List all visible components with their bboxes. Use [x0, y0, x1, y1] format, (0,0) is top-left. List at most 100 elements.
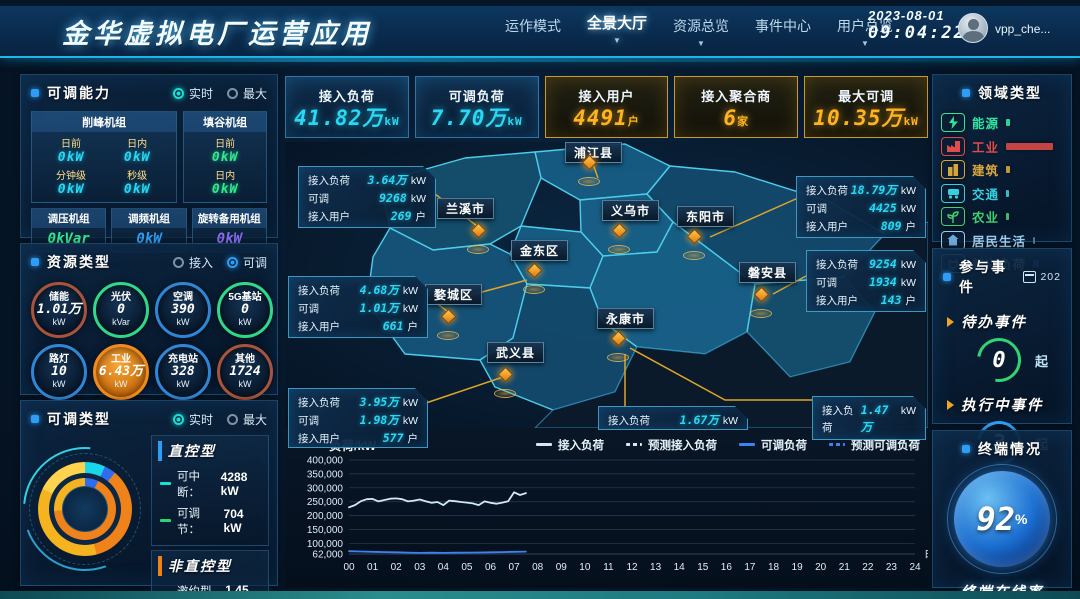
panel-title: 可调能力: [47, 85, 111, 101]
x-tick-label: 02: [391, 562, 403, 573]
interruptible-row: 可中断： 4288 kW: [160, 465, 260, 502]
x-tick-label: 01: [367, 562, 379, 573]
map-pin-yongkang[interactable]: [607, 330, 629, 362]
calendar-icon[interactable]: [1023, 271, 1037, 283]
legend-item[interactable]: 预测可调负荷: [829, 437, 920, 453]
series-可调负荷: [348, 550, 527, 554]
map-pin-panan[interactable]: [750, 286, 772, 318]
radio-realtime[interactable]: 实时: [172, 411, 213, 428]
radio-dot-icon: [172, 413, 184, 425]
nav-event-center[interactable]: 事件中心: [755, 18, 812, 34]
nav-user-overview[interactable]: 用户总览 ▼: [837, 18, 894, 48]
current-time: 09:04:22: [868, 23, 966, 43]
panel-bullet-icon: [31, 415, 39, 423]
resource-streetlight[interactable]: 路灯 10 kW: [31, 344, 87, 400]
resource-industry[interactable]: 工业 6.43万 kW: [93, 344, 149, 400]
clock: 2023-08-01 09:04:22: [868, 8, 966, 43]
peak-shaving-box: 削峰机组 日前 0kW 日内 0kW 分钟级 0kW 秒级 0kW: [31, 111, 178, 203]
energy-icon: [941, 113, 965, 132]
panel-title: 资源类型: [47, 254, 111, 270]
nav-panorama-hall[interactable]: 全景大厅 ▼: [587, 15, 648, 45]
factory-icon: [941, 136, 965, 156]
building-icon: [941, 160, 965, 179]
panel-domain-types: 领域类型 能源 工业 建筑 交通: [932, 74, 1072, 273]
kpi-row: 接入负荷 41.82万kW 可调负荷 7.70万kW 接入用户 4491户 接入…: [285, 76, 928, 138]
x-tick-label: 10: [579, 562, 591, 573]
map-pin-wuyi[interactable]: [494, 366, 516, 398]
map-pin-lanxi[interactable]: [467, 222, 489, 254]
dashed-line-icon: [829, 443, 845, 446]
radio-realtime[interactable]: 实时: [172, 85, 213, 102]
radio-dot-icon: [226, 256, 238, 268]
resource-other[interactable]: 其他 1724 kW: [217, 344, 273, 400]
city-label-wucheng: 婺城区: [425, 284, 483, 305]
x-tick-label: 15: [697, 562, 709, 573]
x-tick-label: 08: [532, 562, 544, 573]
legend-item[interactable]: 预测接入负荷: [626, 437, 717, 453]
legend-item[interactable]: 可调负荷: [739, 437, 807, 453]
resource-5g[interactable]: 5G基站 0 kW: [217, 282, 273, 338]
map-pin-yiwu[interactable]: [608, 222, 630, 254]
city-label-yiwu: 义乌市: [602, 200, 660, 221]
current-date: 2023-08-01: [868, 8, 945, 23]
outside-region: [534, 221, 928, 428]
domain-residential[interactable]: 居民生活: [941, 230, 1063, 250]
valley-filling-box: 填谷机组 日前 0kW 日内 0kW: [183, 111, 267, 203]
sprout-icon: [941, 207, 965, 226]
map-pin-jindong[interactable]: [523, 262, 545, 294]
user-avatar[interactable]: [958, 13, 988, 43]
username[interactable]: vpp_che...: [995, 22, 1051, 36]
nav-operation-mode[interactable]: 运作模式: [505, 18, 561, 34]
map-pin-wucheng[interactable]: [437, 308, 459, 340]
capacity-value: 0kW: [57, 150, 85, 165]
x-tick-label: 09: [556, 562, 568, 573]
chevron-down-icon: ▼: [613, 36, 621, 45]
y-tick-label: 150,000: [307, 525, 344, 536]
panel-title: 可调类型: [47, 411, 111, 427]
x-tick-label: 22: [862, 562, 874, 573]
x-tick-label: 12: [626, 562, 638, 573]
capacity-value: 0kW: [57, 182, 85, 197]
nav-resource-overview[interactable]: 资源总览 ▼: [673, 18, 730, 48]
pin-icon: [686, 228, 702, 245]
arrow-right-icon: [947, 316, 954, 327]
panel-bullet-icon: [943, 273, 951, 281]
resource-grid: 储能 1.01万 kW 光伏 0 kVar 空调 390 kW 5G基站 0 k…: [21, 276, 277, 406]
map-pin-pujiang[interactable]: [578, 154, 600, 186]
x-tick-label: 23: [886, 562, 898, 573]
domain-industry[interactable]: 工业: [941, 136, 1063, 156]
box-title: 削峰机组: [32, 112, 177, 132]
radio-max[interactable]: 最大: [226, 85, 267, 102]
domain-traffic[interactable]: 交通: [941, 183, 1063, 203]
radio-adjustable[interactable]: 可调: [226, 254, 267, 271]
resource-pv[interactable]: 光伏 0 kVar: [93, 282, 149, 338]
resource-charging[interactable]: 充电站 328 kW: [155, 344, 211, 400]
x-tick-label: 24: [909, 562, 921, 573]
map-pin-dongyang[interactable]: [683, 228, 705, 260]
resource-ac[interactable]: 空调 390 kW: [155, 282, 211, 338]
x-tick-label: 11: [603, 562, 614, 573]
pin-icon: [610, 330, 626, 347]
panel-bullet-icon: [962, 89, 970, 97]
x-tick-label: 06: [485, 562, 497, 573]
city-label-pujiang: 浦江县: [565, 142, 623, 163]
x-tick-label: 18: [768, 562, 780, 573]
radio-dot-icon: [226, 413, 238, 425]
domain-energy[interactable]: 能源: [941, 113, 1063, 132]
radio-max[interactable]: 最大: [226, 411, 267, 428]
domain-agriculture[interactable]: 农业: [941, 207, 1063, 226]
pin-icon: [611, 222, 627, 239]
radio-access[interactable]: 接入: [172, 254, 213, 271]
panel-bullet-icon: [962, 445, 970, 453]
panel-bullet-icon: [31, 258, 39, 266]
panel-terminal: 终端情况 92 % 终端在线率: [932, 430, 1072, 599]
direct-control-group: 直控型 可中断： 4288 kW 可调节： 704 kW: [151, 435, 269, 546]
person-icon: [968, 19, 979, 30]
legend-item[interactable]: 接入负荷: [536, 437, 604, 453]
event-date-hint[interactable]: 202: [1040, 271, 1061, 283]
kpi-connected-load: 接入负荷 41.82万kW: [285, 76, 409, 138]
resource-storage[interactable]: 储能 1.01万 kW: [31, 282, 87, 338]
pin-icon: [497, 366, 513, 383]
x-tick-label: 00: [343, 562, 355, 573]
domain-building[interactable]: 建筑: [941, 160, 1063, 179]
